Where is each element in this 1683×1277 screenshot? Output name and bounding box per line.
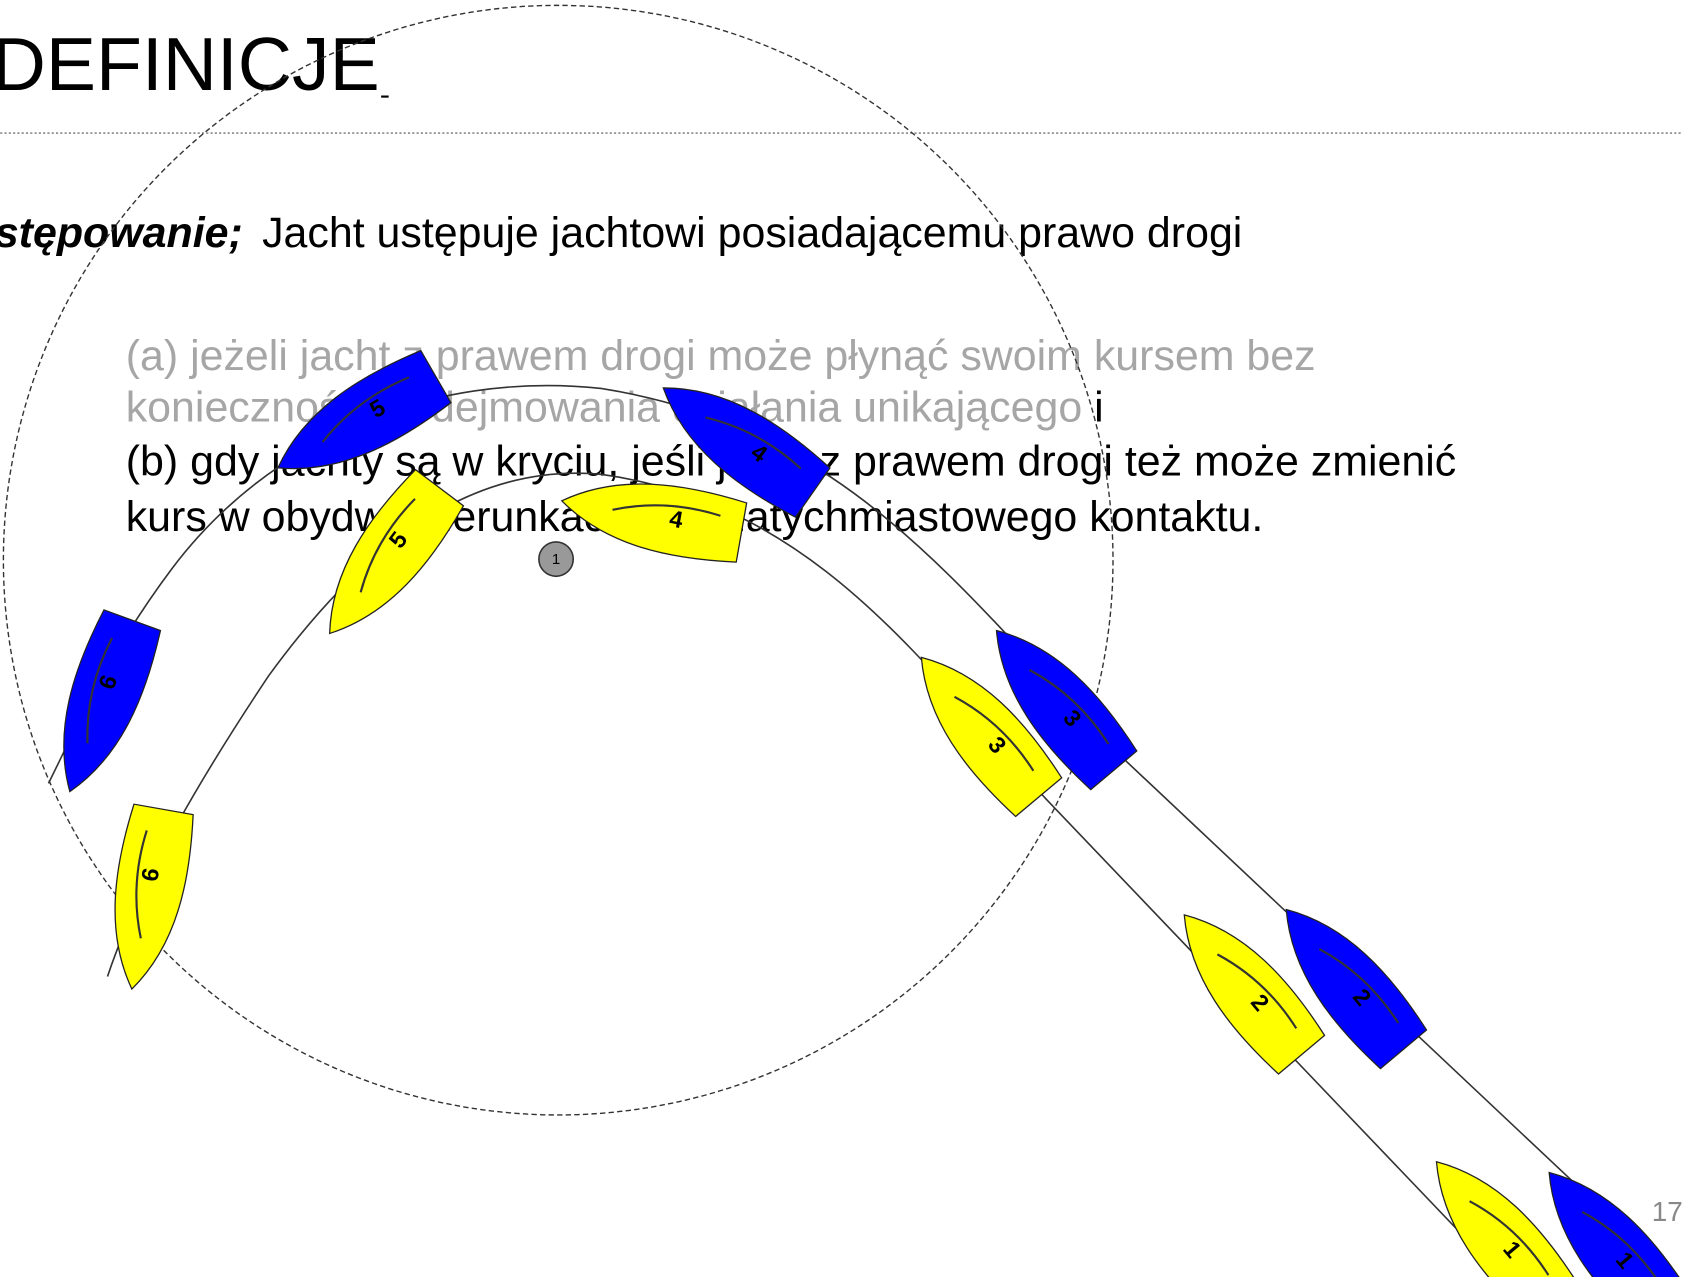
item-a-line: (a) jeżeli jacht z prawem drogi może pły…	[126, 332, 1316, 380]
boat: 2	[1183, 914, 1326, 1075]
hull	[1435, 1160, 1578, 1277]
item-a-suffix: i	[1082, 384, 1103, 432]
boat: 5	[328, 468, 465, 635]
sail	[1318, 948, 1400, 1024]
page-number: 17	[1652, 1196, 1683, 1227]
hull	[560, 483, 748, 563]
mark-label: 1	[552, 551, 560, 568]
boat: 3	[995, 629, 1138, 791]
boat: 6	[63, 609, 162, 793]
slide-title: DEFINICJE	[0, 22, 380, 106]
sail	[1469, 1200, 1550, 1276]
boat: 4	[560, 483, 748, 563]
sail	[1029, 669, 1110, 745]
mark-buoy	[538, 541, 575, 578]
hull	[662, 387, 831, 519]
sail	[612, 504, 721, 517]
definition: Jacht ustępuje jachtowi posiadającemu pr…	[262, 209, 1242, 257]
sail	[86, 637, 113, 744]
boat: 2	[1285, 908, 1428, 1070]
boat-number: 4	[667, 506, 684, 534]
sail	[705, 416, 802, 470]
sail	[321, 376, 410, 443]
definition-line: stępowanie; Jacht ustępuje jachtowi posia…	[0, 209, 1242, 257]
boat: 4	[662, 387, 831, 519]
sail	[953, 695, 1035, 772]
sail	[1216, 953, 1298, 1029]
boat: 5	[276, 349, 452, 470]
boat: 3	[920, 656, 1063, 818]
boat: 6	[114, 803, 194, 991]
hull	[114, 803, 194, 991]
hull	[328, 468, 465, 635]
track-yellow	[106, 472, 1504, 1277]
item-a-text: konieczności podejmowania działania unik…	[126, 384, 1082, 432]
zone-circle	[2, 4, 1114, 1116]
boat-number: 6	[137, 866, 165, 883]
hull	[276, 349, 452, 470]
term: stępowanie;	[0, 209, 243, 257]
boat: 1	[1548, 1171, 1683, 1277]
sail	[1581, 1210, 1663, 1277]
sail	[135, 830, 148, 939]
boat: 1	[1435, 1160, 1578, 1277]
hull	[63, 609, 162, 793]
sail	[359, 498, 416, 593]
